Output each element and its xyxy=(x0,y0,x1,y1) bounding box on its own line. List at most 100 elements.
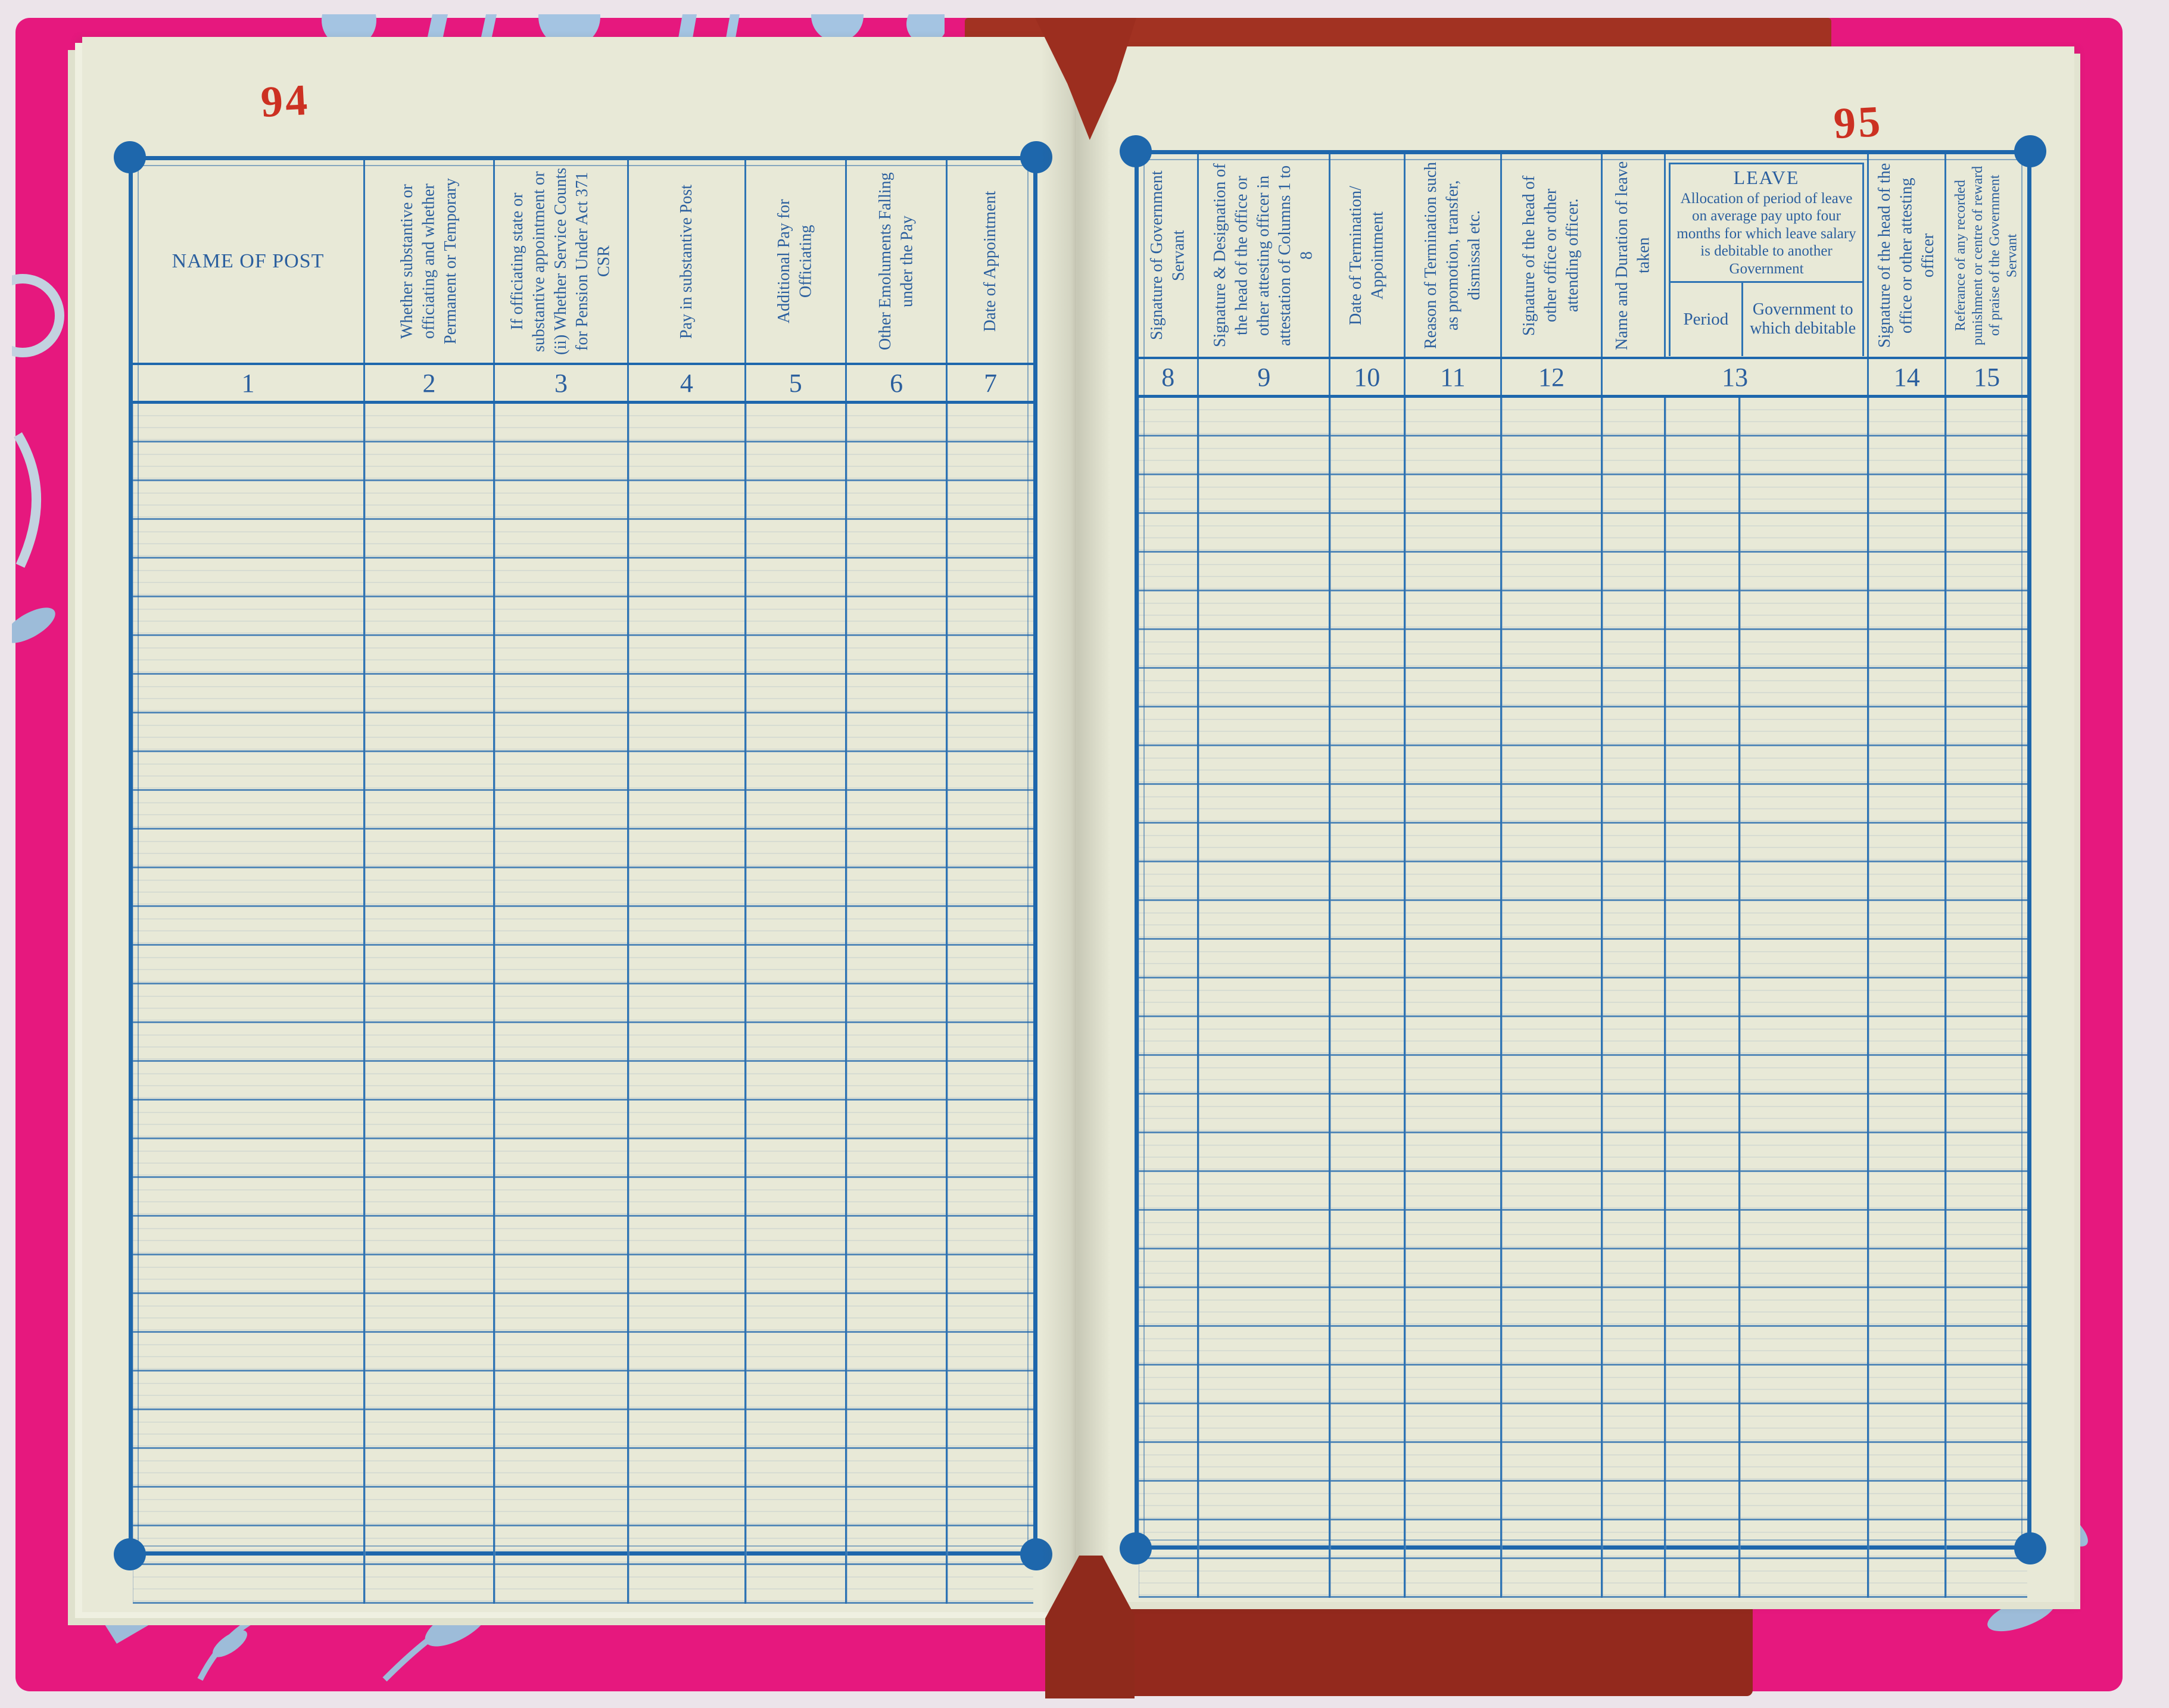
empty-cell xyxy=(628,1409,746,1449)
empty-cell xyxy=(946,1293,1033,1333)
empty-cell xyxy=(1601,1481,1666,1520)
column-header-label: NAME OF POST xyxy=(172,250,325,272)
empty-cell xyxy=(133,1525,366,1565)
empty-cell xyxy=(946,1525,1033,1565)
empty-cell xyxy=(1665,745,1741,785)
empty-cell xyxy=(628,983,746,1023)
empty-cell xyxy=(1739,1055,1869,1095)
empty-cell xyxy=(1198,1519,1331,1559)
empty-cell xyxy=(1329,513,1406,553)
empty-cell xyxy=(1665,1326,1741,1366)
empty-ledger-rows-right xyxy=(1139,396,2027,1598)
empty-cell xyxy=(1404,1132,1503,1172)
empty-cell xyxy=(846,1564,948,1604)
empty-cell xyxy=(946,635,1033,675)
empty-cell xyxy=(1198,1016,1331,1056)
empty-cell xyxy=(745,790,847,830)
empty-cell xyxy=(846,1332,948,1372)
empty-cell xyxy=(494,1254,629,1294)
corner-dot-icon xyxy=(1020,1538,1052,1570)
empty-cell xyxy=(1501,1287,1603,1327)
empty-ledger-row xyxy=(1139,1403,2027,1443)
empty-cell xyxy=(1139,1481,1199,1520)
corner-dot-icon xyxy=(1120,1532,1152,1564)
empty-cell xyxy=(1329,590,1406,630)
empty-cell xyxy=(846,790,948,830)
empty-cell xyxy=(1139,1403,1199,1443)
empty-cell xyxy=(1739,706,1869,746)
empty-cell xyxy=(1868,590,1947,630)
empty-cell xyxy=(364,1254,495,1294)
column-header-12: Signature of the head of other office or… xyxy=(1501,154,1603,359)
empty-cell xyxy=(494,712,629,752)
column-header-label: Signature of Government Servant xyxy=(1147,170,1188,341)
empty-ledger-row xyxy=(133,712,1033,752)
empty-cell xyxy=(1139,513,1199,553)
empty-cell xyxy=(1601,474,1666,514)
empty-cell xyxy=(628,945,746,984)
left-table-frame: NAME OF POST Whether substantive or offi… xyxy=(114,141,1052,1604)
empty-cell xyxy=(1868,1364,1947,1404)
empty-cell xyxy=(1665,1558,1741,1598)
empty-cell xyxy=(494,906,629,946)
empty-cell xyxy=(1665,1519,1741,1559)
corner-dot-icon xyxy=(2014,135,2046,167)
empty-cell xyxy=(946,402,1033,442)
empty-cell xyxy=(628,1099,746,1139)
empty-ledger-row xyxy=(133,1486,1033,1526)
column-header-15: Referance of any recorded punishment or … xyxy=(1945,154,2027,359)
empty-cell xyxy=(1404,629,1503,669)
empty-cell xyxy=(1198,706,1331,746)
empty-cell xyxy=(494,790,629,830)
empty-cell xyxy=(1501,1132,1603,1172)
empty-cell xyxy=(133,1370,366,1410)
empty-cell xyxy=(1198,900,1331,940)
empty-cell xyxy=(1329,1210,1406,1249)
empty-cell xyxy=(1198,513,1331,553)
empty-cell xyxy=(133,1332,366,1372)
empty-cell xyxy=(745,402,847,442)
empty-cell xyxy=(1139,1016,1199,1056)
empty-cell xyxy=(1868,1132,1947,1172)
empty-cell xyxy=(133,674,366,713)
empty-cell xyxy=(1501,977,1603,1017)
empty-cell xyxy=(1501,784,1603,824)
column-header-label: Referance of any recorded punishment or … xyxy=(1953,166,2020,345)
column-header-10: Date of Termination/ Appointment xyxy=(1329,154,1406,359)
empty-cell xyxy=(1945,629,2027,669)
empty-cell xyxy=(946,480,1033,520)
empty-cell xyxy=(1501,1016,1603,1056)
empty-cell xyxy=(1329,1326,1406,1366)
column-header-label: If officiating state or substantive appo… xyxy=(507,167,613,356)
empty-ledger-row xyxy=(133,945,1033,984)
empty-cell xyxy=(1404,822,1503,862)
empty-cell xyxy=(1329,745,1406,785)
empty-cell xyxy=(364,1099,495,1139)
empty-cell xyxy=(1404,396,1503,437)
empty-ledger-row xyxy=(1139,1558,2027,1598)
empty-cell xyxy=(1739,668,1869,707)
empty-cell xyxy=(1868,668,1947,707)
left-page: 94 NAME OF POST Whether substantive or o… xyxy=(82,37,1076,1612)
leave-subheader-government: Government to which debitable xyxy=(1750,300,1856,338)
empty-ledger-row xyxy=(1139,435,2027,475)
empty-cell xyxy=(1945,1403,2027,1443)
column-header-3: If officiating state or substantive appo… xyxy=(494,160,629,365)
empty-cell xyxy=(494,867,629,907)
empty-cell xyxy=(1739,1210,1869,1249)
empty-cell xyxy=(1198,745,1331,785)
empty-cell xyxy=(846,1177,948,1217)
empty-cell xyxy=(1501,1442,1603,1482)
empty-cell xyxy=(494,1177,629,1217)
empty-cell xyxy=(1945,822,2027,862)
empty-cell xyxy=(1868,629,1947,669)
empty-cell xyxy=(1945,1442,2027,1482)
empty-cell xyxy=(1739,745,1869,785)
empty-cell xyxy=(1139,1171,1199,1211)
empty-cell xyxy=(1868,396,1947,437)
empty-cell xyxy=(1868,551,1947,591)
empty-cell xyxy=(1139,977,1199,1017)
empty-cell xyxy=(1139,1364,1199,1404)
empty-cell xyxy=(1329,1558,1406,1598)
column-number: 12 xyxy=(1501,358,1603,398)
